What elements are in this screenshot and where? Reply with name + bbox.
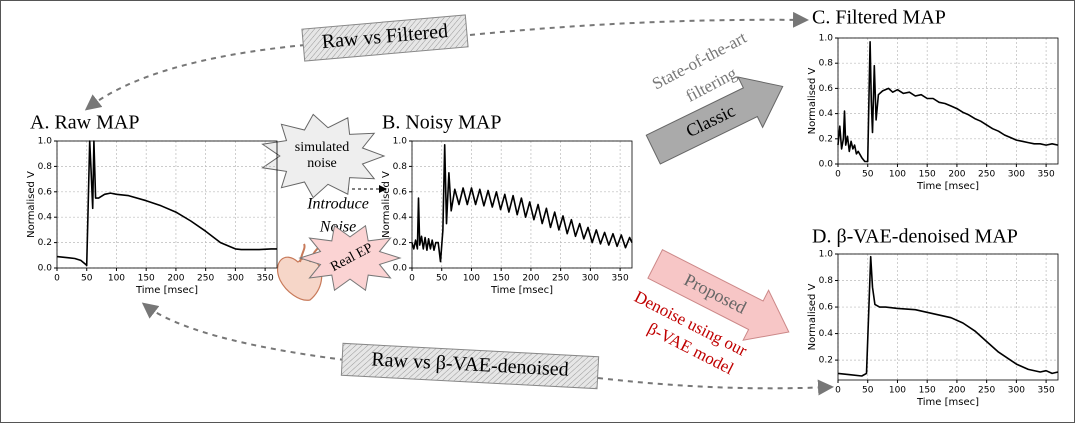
y-axis-label: Normalised V (807, 68, 818, 135)
y-tick-label: 0.0 (393, 264, 408, 274)
x-tick-label: 100 (889, 386, 906, 396)
y-tick-label: 0.8 (393, 162, 408, 172)
x-axis-label: Time [msec] (916, 397, 979, 408)
y-axis-label: Normalised V (26, 171, 37, 238)
y-tick-label: 0.4 (819, 329, 834, 339)
x-tick-label: 350 (257, 274, 274, 284)
y-tick-label: 0.2 (819, 356, 833, 366)
x-tick-label: 0 (54, 274, 60, 284)
y-axis-label: Normalised V (381, 171, 392, 238)
x-tick-label: 50 (862, 386, 874, 396)
chart-title: B. Noisy MAP (382, 112, 501, 134)
burst-label: simulated (295, 140, 349, 155)
x-tick-label: 250 (978, 386, 995, 396)
x-tick-label: 50 (436, 274, 448, 284)
x-tick-label: 300 (1008, 170, 1025, 180)
x-axis-label: Time [msec] (135, 285, 198, 296)
x-tick-label: 0 (835, 386, 841, 396)
y-tick-label: 0.6 (819, 303, 834, 313)
chart-title: C. Filtered MAP (812, 7, 946, 29)
y-tick-label: 1.0 (819, 34, 834, 44)
y-tick-label: 0.8 (38, 162, 53, 172)
x-tick-label: 300 (1008, 386, 1025, 396)
x-tick-label: 200 (948, 170, 965, 180)
y-tick-label: 0.4 (393, 213, 408, 223)
y-tick-label: 0.4 (38, 213, 53, 223)
x-tick-label: 250 (978, 170, 995, 180)
x-tick-label: 350 (1038, 386, 1055, 396)
x-tick-label: 200 (167, 274, 184, 284)
x-tick-label: 150 (919, 170, 936, 180)
x-tick-label: 50 (862, 170, 874, 180)
x-tick-label: 150 (493, 274, 510, 284)
x-tick-label: 100 (108, 274, 125, 284)
y-tick-label: 0.2 (393, 238, 407, 248)
y-tick-label: 0.2 (819, 134, 833, 144)
x-tick-label: 300 (582, 274, 599, 284)
step-label: Introduce (306, 196, 369, 213)
x-axis-label: Time [msec] (490, 285, 553, 296)
x-tick-label: 150 (919, 386, 936, 396)
y-tick-label: 0.4 (819, 109, 834, 119)
burst-label: noise (307, 156, 337, 171)
y-tick-label: 0.6 (393, 187, 408, 197)
x-tick-label: 0 (835, 170, 841, 180)
y-tick-label: 0.2 (38, 238, 52, 248)
chart-title: A. Raw MAP (30, 112, 139, 134)
y-tick-label: 1.0 (393, 137, 408, 147)
x-tick-label: 100 (463, 274, 480, 284)
x-tick-label: 250 (552, 274, 569, 284)
figure: Raw vs Filtered Raw vs β-VAE-denoised si… (0, 0, 1075, 423)
x-tick-label: 350 (1038, 170, 1055, 180)
x-tick-label: 300 (227, 274, 244, 284)
x-tick-label: 0 (409, 274, 415, 284)
x-tick-label: 200 (948, 386, 965, 396)
x-tick-label: 150 (138, 274, 155, 284)
y-tick-label: 0.8 (819, 276, 834, 286)
y-tick-label: 0.6 (819, 84, 834, 94)
y-tick-label: 1.0 (819, 250, 834, 260)
chart-title: D. β-VAE-denoised MAP (812, 226, 1018, 248)
y-tick-label: 0.6 (38, 187, 53, 197)
x-tick-label: 250 (197, 274, 214, 284)
x-tick-label: 200 (522, 274, 539, 284)
x-tick-label: 50 (81, 274, 93, 284)
y-axis-label: Normalised V (807, 284, 818, 351)
y-tick-label: 0.0 (38, 264, 53, 274)
y-tick-label: 0.0 (819, 160, 834, 170)
y-tick-label: 0.8 (819, 59, 834, 69)
x-tick-label: 100 (889, 170, 906, 180)
x-axis-label: Time [msec] (916, 181, 979, 192)
x-tick-label: 350 (612, 274, 629, 284)
y-tick-label: 1.0 (38, 137, 53, 147)
